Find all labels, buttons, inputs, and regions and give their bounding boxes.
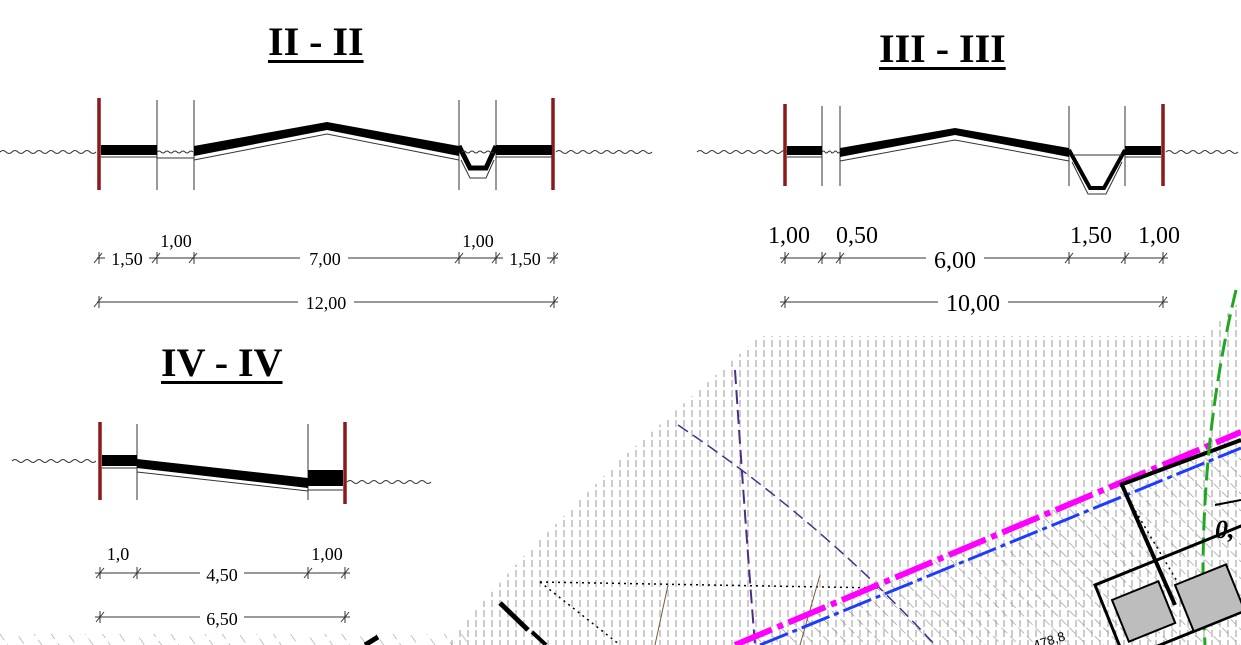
section-title-III: III - III [879, 26, 1006, 71]
dim-IV-sidewalk-left: 1,0 [107, 544, 130, 564]
dim-IV-road: 4,50 [206, 565, 238, 585]
dim-IV-total: 6,50 [206, 609, 238, 629]
purple-dashed-arc-2 [677, 424, 936, 645]
dim-III-strip-left: 0,50 [836, 223, 878, 249]
dim-IV-sidewalk-right: 1,00 [311, 544, 343, 564]
section-II-dimensions: 1,50 7,00 1,50 1,00 1,00 12,00 [93, 231, 559, 313]
dim-II-strip-right: 1,00 [462, 231, 494, 251]
dim-III-road: 6,00 [934, 248, 976, 274]
purple-dashed-arc-1 [734, 369, 756, 645]
section-title-IV: IV - IV [161, 340, 283, 385]
dim-III-sidewalk-left: 1,00 [768, 223, 810, 249]
dim-III-ditch: 1,50 [1070, 223, 1112, 249]
section-IV-dimensions: 4,50 1,0 1,00 6,50 [95, 544, 350, 629]
section-III-dimensions: 6,00 1,00 0,50 1,50 1,00 10,00 [768, 223, 1180, 317]
site-plan-fragment [0, 289, 1241, 645]
ground-line-left [0, 150, 97, 154]
section-III-drawing [696, 104, 1239, 195]
blue-boundary-line [759, 446, 1241, 645]
dim-III-sidewalk-right: 1,00 [1138, 223, 1180, 249]
section-II-drawing [0, 98, 653, 190]
magenta-boundary-line [733, 429, 1241, 645]
dim-III-total: 10,00 [946, 291, 1000, 317]
ground-line-right [555, 150, 653, 154]
dim-II-sidewalk-left: 1,50 [111, 249, 143, 269]
dim-II-road: 7,00 [309, 249, 341, 269]
dim-II-sidewalk-right: 1,50 [509, 249, 541, 269]
dim-II-total: 12,00 [306, 293, 347, 313]
map-partial-label: 0, [1215, 515, 1235, 544]
section-title-II: II - II [268, 19, 364, 64]
dim-II-strip-left: 1,00 [160, 231, 192, 251]
section-IV-drawing [11, 422, 432, 504]
